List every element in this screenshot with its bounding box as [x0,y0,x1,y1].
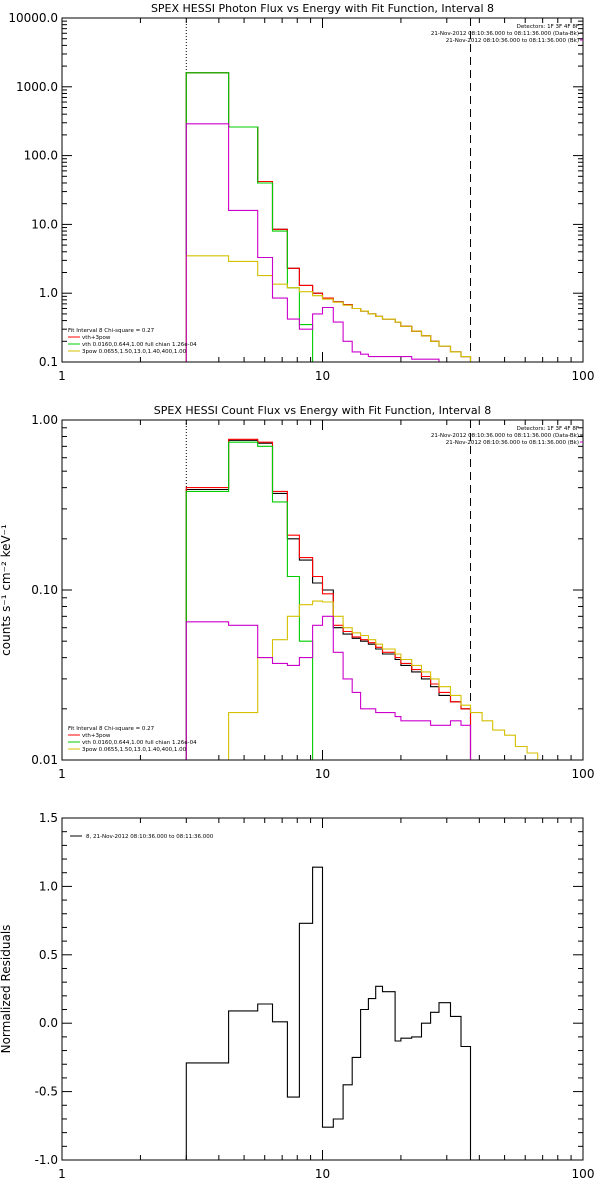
legend-fit-header: Fit Interval 8 Chi-square = 0.27 [68,328,155,334]
y-tick-label: 0.10 [31,583,58,597]
y-tick-label: 1000.0 [16,80,58,94]
series-group [185,72,483,362]
panel-3: 1 10 100 -1.0 -0.5 0.0 0.5 1.0 1.5 Normalized Res… [0,811,595,1181]
legend-detectors-line: 21-Nov-2012 08:10:36.000 to 08:11:36.000… [431,31,579,37]
y-tick-label: -1.0 [35,1153,58,1167]
series-line-1 [185,439,472,760]
series-line-5 [185,615,472,760]
legend-entry: 3pow 0.0655,1.50,13.0,1.40,400,1.00 [82,349,187,355]
legend-entry: vth+3pow [82,335,111,341]
legend-detectors-line: 21-Nov-2012 08:10:36.000 to 08:11:36.000… [446,38,579,44]
y-tick-label: 0.01 [31,753,58,767]
plot-frame [61,419,584,761]
x-tick-label: 10 [315,369,330,383]
x-tick-label: 1 [58,369,66,383]
y-tick-label: 100.0 [24,149,58,163]
legend-detectors-line: 21-Nov-2012 08:10:36.000 to 08:11:36.000… [431,433,579,439]
plot-frame [61,17,584,363]
x-tick-label: 100 [572,369,595,383]
series-line-3 [185,441,314,760]
plot-frame [61,817,584,1161]
y-tick-label: 10000.0 [8,11,58,25]
legend-detectors-line: Detectors: 1F 3F 4F 8F [517,24,579,30]
y-axis-label: counts s⁻¹ cm⁻² keV⁻¹ [0,524,13,656]
panel-1: SPEX HESSI Photon Flux vs Energy with Fi… [8,2,595,383]
x-tick-label: 1 [58,1167,66,1181]
y-tick-label: 0.5 [39,948,58,962]
series-line-1 [185,866,472,1160]
y-tick-label: 10.0 [31,217,58,231]
y-tick-label: 1.0 [39,286,58,300]
x-tick-label: 100 [572,767,595,781]
series-line-4 [228,600,550,760]
legend-detectors-line: Detectors: 1F 3F 4F 8F [517,426,579,432]
series-line-3 [185,72,314,362]
y-tick-label: 0.0 [39,1016,58,1030]
legend-detectors-line: 21-Nov-2012 08:10:36.000 to 08:11:36.000… [446,440,579,446]
series-line-4 [185,255,483,362]
x-tick-label: 1 [58,767,66,781]
legend-fit-header: Fit Interval 8 Chi-square = 0.27 [68,726,155,732]
series-line-2 [185,438,472,760]
y-tick-label: 0.1 [39,355,58,369]
series-group [185,438,550,760]
panel-2: SPEX HESSI Count Flux vs Energy with Fit… [0,404,595,781]
chart-title: SPEX HESSI Photon Flux vs Energy with Fi… [151,2,494,15]
y-tick-label: 1.5 [39,811,58,825]
y-tick-label: 1.0 [39,879,58,893]
legend-entry: vth 0.0160,0.644,1.00 full chian 1.26e-0… [82,740,197,746]
legend-entry: vth 0.0160,0.644,1.00 full chian 1.26e-0… [82,342,197,348]
y-tick-label: -0.5 [35,1085,58,1099]
x-tick-label: 100 [572,1167,595,1181]
legend-entry: 8, 21-Nov-2012 08:10:36.000 to 08:11:36.… [86,834,214,840]
y-tick-label: 1.00 [31,413,58,427]
x-tick-label: 10 [315,1167,330,1181]
series-group [185,866,472,1160]
chart-title: SPEX HESSI Count Flux vs Energy with Fit… [154,404,491,417]
series-line-5 [185,123,472,362]
x-tick-label: 10 [315,767,330,781]
y-axis-label: Normalized Residuals [0,925,13,1054]
legend-entry: 3pow 0.0655,1.50,13.0,1.40,400,1.00 [82,747,187,753]
legend-entry: vth+3pow [82,733,111,739]
